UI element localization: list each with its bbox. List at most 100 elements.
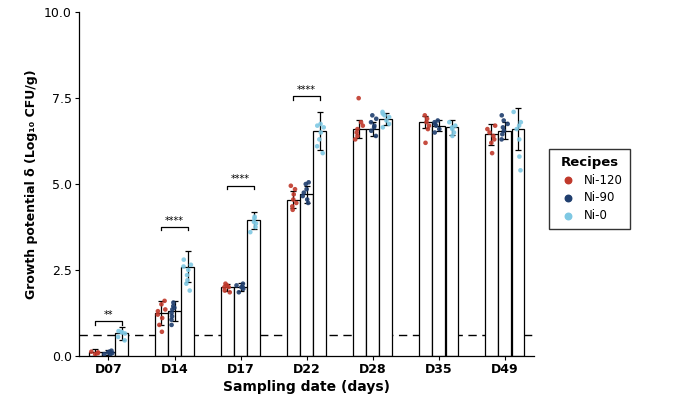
Point [301,186,312,193]
Point [120,330,131,337]
Point [449,129,460,136]
Point [92,349,103,356]
Bar [485,134,498,356]
Y-axis label: Growth potential δ (Log₁₀ CFU/g): Growth potential δ (Log₁₀ CFU/g) [25,69,38,299]
Point [249,218,260,225]
Point [249,213,260,220]
Point [514,136,525,143]
Point [421,115,432,122]
Point [153,308,164,315]
Point [377,124,388,130]
Point [119,337,130,344]
Bar [169,311,181,356]
Point [352,133,363,139]
Point [514,153,525,160]
Point [251,220,262,227]
Point [186,261,197,268]
Point [351,129,362,136]
Point [181,281,192,287]
Point [434,126,445,133]
Point [496,136,507,143]
Point [303,200,314,206]
Point [167,306,178,313]
Point [116,328,127,335]
Point [367,112,378,119]
Point [497,124,508,130]
Point [377,110,388,117]
X-axis label: Sampling date (days): Sampling date (days) [223,380,390,394]
Point [484,129,495,136]
Text: **: ** [103,310,113,320]
Point [497,131,508,137]
Point [86,348,97,355]
Point [486,139,497,146]
Bar [115,333,128,356]
Point [511,126,522,133]
Point [353,95,364,101]
Point [429,119,440,126]
Point [92,350,103,356]
Point [429,129,440,136]
Bar [155,313,168,356]
Point [423,126,434,133]
Point [447,133,458,139]
Point [502,121,513,127]
Point [90,354,101,361]
Point [315,129,326,136]
Point [106,347,117,354]
Point [371,133,382,139]
Point [288,191,299,198]
Point [250,224,261,230]
Bar [353,129,366,356]
Text: ****: **** [231,174,250,184]
Point [352,126,363,133]
Point [366,119,377,126]
Point [299,189,310,196]
Bar [247,220,260,356]
Point [499,128,510,134]
Point [287,207,298,213]
Point [156,301,167,308]
Bar [498,131,511,356]
Point [421,119,432,126]
Point [104,348,115,355]
Point [488,133,499,139]
Point [384,121,395,127]
Bar [379,119,392,356]
Point [183,267,194,273]
Bar [432,126,445,356]
Point [219,284,230,290]
Bar [314,131,326,356]
Point [154,321,165,328]
Point [369,122,380,129]
Point [249,215,260,222]
Point [222,282,233,289]
Bar [221,287,234,356]
Point [432,117,443,124]
Point [371,115,382,122]
Point [314,136,325,143]
Point [482,126,493,133]
Bar [512,129,524,356]
Point [429,121,440,127]
Point [419,112,430,119]
Point [420,139,431,146]
Point [166,313,177,319]
Point [107,350,118,356]
Point [224,289,235,296]
Legend: Ni-120, Ni-90, Ni-0: Ni-120, Ni-90, Ni-0 [549,149,630,229]
Point [91,355,102,362]
Point [319,124,329,130]
Point [182,272,192,279]
Point [290,186,301,193]
Point [488,136,499,143]
Point [237,284,248,290]
Point [291,200,302,206]
Point [366,128,377,134]
Point [156,328,167,335]
Point [384,114,395,120]
Point [312,122,323,129]
Point [444,119,455,126]
Bar [445,127,458,356]
Text: ****: **** [297,85,316,95]
